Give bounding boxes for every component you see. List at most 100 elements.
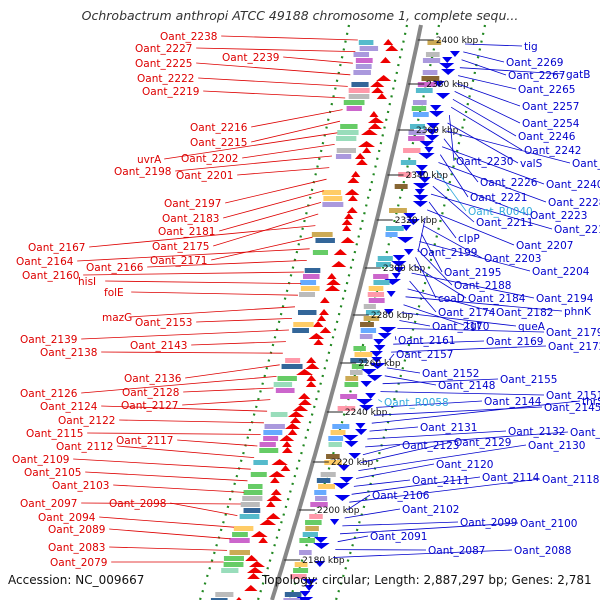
cds-block-right[interactable] <box>326 454 340 459</box>
forward-gene-arrow[interactable] <box>324 285 341 291</box>
cds-block-right[interactable] <box>283 598 301 600</box>
cds-block-left[interactable] <box>304 268 321 273</box>
reverse-gene-arrow[interactable] <box>299 591 311 597</box>
reverse-gene-arrow[interactable] <box>433 81 445 87</box>
cds-block-right[interactable] <box>412 100 427 105</box>
reverse-gene-arrow[interactable] <box>377 333 392 339</box>
cds-block-left[interactable] <box>340 124 358 129</box>
gene-label-clpp[interactable]: clpP <box>458 233 480 245</box>
cds-block-right[interactable] <box>394 184 408 189</box>
cds-block-left[interactable] <box>239 514 260 519</box>
gene-label-oant-2144[interactable]: Oant_2144 <box>484 396 542 408</box>
cds-block-right[interactable] <box>318 484 335 489</box>
forward-gene-arrow[interactable] <box>251 531 268 537</box>
cds-block-right[interactable] <box>415 88 433 93</box>
cds-block-right[interactable] <box>422 70 438 75</box>
cds-block-left[interactable] <box>355 58 373 63</box>
reverse-gene-arrow[interactable] <box>314 537 328 543</box>
gene-label-oant-2225[interactable]: Oant_2225 <box>135 58 192 70</box>
cds-block-right[interactable] <box>314 490 327 495</box>
cds-block-right[interactable] <box>412 112 429 117</box>
cds-block-left[interactable] <box>346 106 362 111</box>
cds-block-right[interactable] <box>373 280 390 285</box>
reverse-gene-arrow[interactable] <box>418 153 435 159</box>
reverse-gene-arrow[interactable] <box>415 165 428 171</box>
reverse-gene-arrow[interactable] <box>314 561 326 567</box>
forward-gene-arrow[interactable] <box>344 213 354 219</box>
forward-gene-arrow[interactable] <box>316 315 327 321</box>
cds-block-left[interactable] <box>292 328 309 333</box>
cds-block-right[interactable] <box>350 358 368 363</box>
cds-block-left[interactable] <box>215 592 234 597</box>
cds-block-left[interactable] <box>358 40 374 45</box>
gene-label-oant-2203[interactable]: Oant_2203 <box>484 253 541 265</box>
gene-label-oant-2100[interactable]: Oant_2100 <box>520 518 577 530</box>
cds-block-left[interactable] <box>243 490 263 495</box>
gene-label-oant-2182[interactable]: Oant_2182 <box>496 307 553 319</box>
cds-block-left[interactable] <box>348 94 370 99</box>
cds-block-right[interactable] <box>409 124 425 129</box>
cds-block-left[interactable] <box>281 364 303 369</box>
forward-gene-arrow[interactable] <box>312 321 324 327</box>
cds-block-right[interactable] <box>368 286 384 291</box>
cds-block-right[interactable] <box>363 316 380 321</box>
cds-block-left[interactable] <box>323 196 343 201</box>
cds-block-right[interactable] <box>427 40 442 45</box>
gene-label-oant-2114[interactable]: Oant_2114 <box>482 472 540 484</box>
forward-gene-arrow[interactable] <box>306 375 317 381</box>
forward-gene-arrow[interactable] <box>248 561 265 567</box>
gene-label-oant-2183[interactable]: Oant_2183 <box>162 213 219 225</box>
cds-block-left[interactable] <box>311 232 333 237</box>
forward-gene-arrow[interactable] <box>342 225 352 231</box>
gene-label-oant-r0040[interactable]: Oant_R0040 <box>468 206 533 218</box>
reverse-gene-arrow[interactable] <box>391 273 401 279</box>
cds-block-right[interactable] <box>411 106 427 111</box>
forward-gene-arrow[interactable] <box>281 447 293 453</box>
cds-block-right[interactable] <box>320 472 336 477</box>
forward-gene-arrow[interactable] <box>383 39 394 45</box>
forward-gene-arrow[interactable] <box>280 465 291 471</box>
gene-label-oant-2131[interactable]: Oant_2131 <box>420 422 477 434</box>
forward-gene-arrow[interactable] <box>305 363 320 369</box>
reverse-gene-arrow[interactable] <box>391 261 407 267</box>
cds-block-right[interactable] <box>359 334 373 339</box>
gene-label-oant-2099[interactable]: Oant_2099 <box>460 517 517 529</box>
cds-block-left[interactable] <box>253 460 268 465</box>
reverse-gene-arrow[interactable] <box>401 225 412 231</box>
forward-gene-arrow[interactable] <box>313 339 324 345</box>
gene-label-oant-2197[interactable]: Oant_2197 <box>164 198 221 210</box>
reverse-gene-arrow[interactable] <box>359 405 374 411</box>
cds-block-left[interactable] <box>336 136 357 141</box>
reverse-gene-arrow[interactable] <box>414 189 425 195</box>
cds-block-left[interactable] <box>293 322 314 327</box>
gene-label-oant-2207[interactable]: Oant_2207 <box>516 240 573 252</box>
cds-block-right[interactable] <box>353 346 366 351</box>
cds-block-left[interactable] <box>303 274 320 279</box>
cds-block-right[interactable] <box>368 298 385 303</box>
reverse-gene-arrow[interactable] <box>304 585 315 591</box>
gene-label-oant-2245[interactable]: Oant_2245 <box>572 158 600 170</box>
reverse-gene-arrow[interactable] <box>439 63 455 69</box>
gene-label-oant-2226[interactable]: Oant_2226 <box>480 177 538 189</box>
forward-gene-arrow[interactable] <box>266 513 281 519</box>
reverse-gene-arrow[interactable] <box>384 309 394 315</box>
gene-label-oant-2217[interactable]: Oant_2217 <box>554 224 600 236</box>
reverse-gene-arrow[interactable] <box>426 123 440 129</box>
gene-label-oant-2122[interactable]: Oant_2122 <box>58 415 115 427</box>
gene-label-oant-2228[interactable]: Oant_2228 <box>548 197 600 209</box>
forward-gene-arrow[interactable] <box>367 117 384 123</box>
forward-gene-arrow[interactable] <box>351 171 361 177</box>
gene-label-oant-2167[interactable]: Oant_2167 <box>28 242 85 254</box>
reverse-gene-arrow[interactable] <box>373 345 386 351</box>
cds-block-left[interactable] <box>300 280 317 285</box>
cds-block-right[interactable] <box>344 382 359 387</box>
cds-block-left[interactable] <box>312 250 329 255</box>
cds-block-right[interactable] <box>328 436 344 441</box>
gene-label-oant-2083[interactable]: Oant_2083 <box>48 542 105 554</box>
gene-label-oant-2126[interactable]: Oant_2126 <box>20 388 78 400</box>
cds-block-right[interactable] <box>408 130 426 135</box>
gene-label-oant-2111[interactable]: Oant_2111 <box>412 475 469 487</box>
cds-block-left[interactable] <box>348 88 370 93</box>
forward-gene-arrow[interactable] <box>362 147 372 153</box>
gene-label-oant-2079[interactable]: Oant_2079 <box>50 557 107 569</box>
